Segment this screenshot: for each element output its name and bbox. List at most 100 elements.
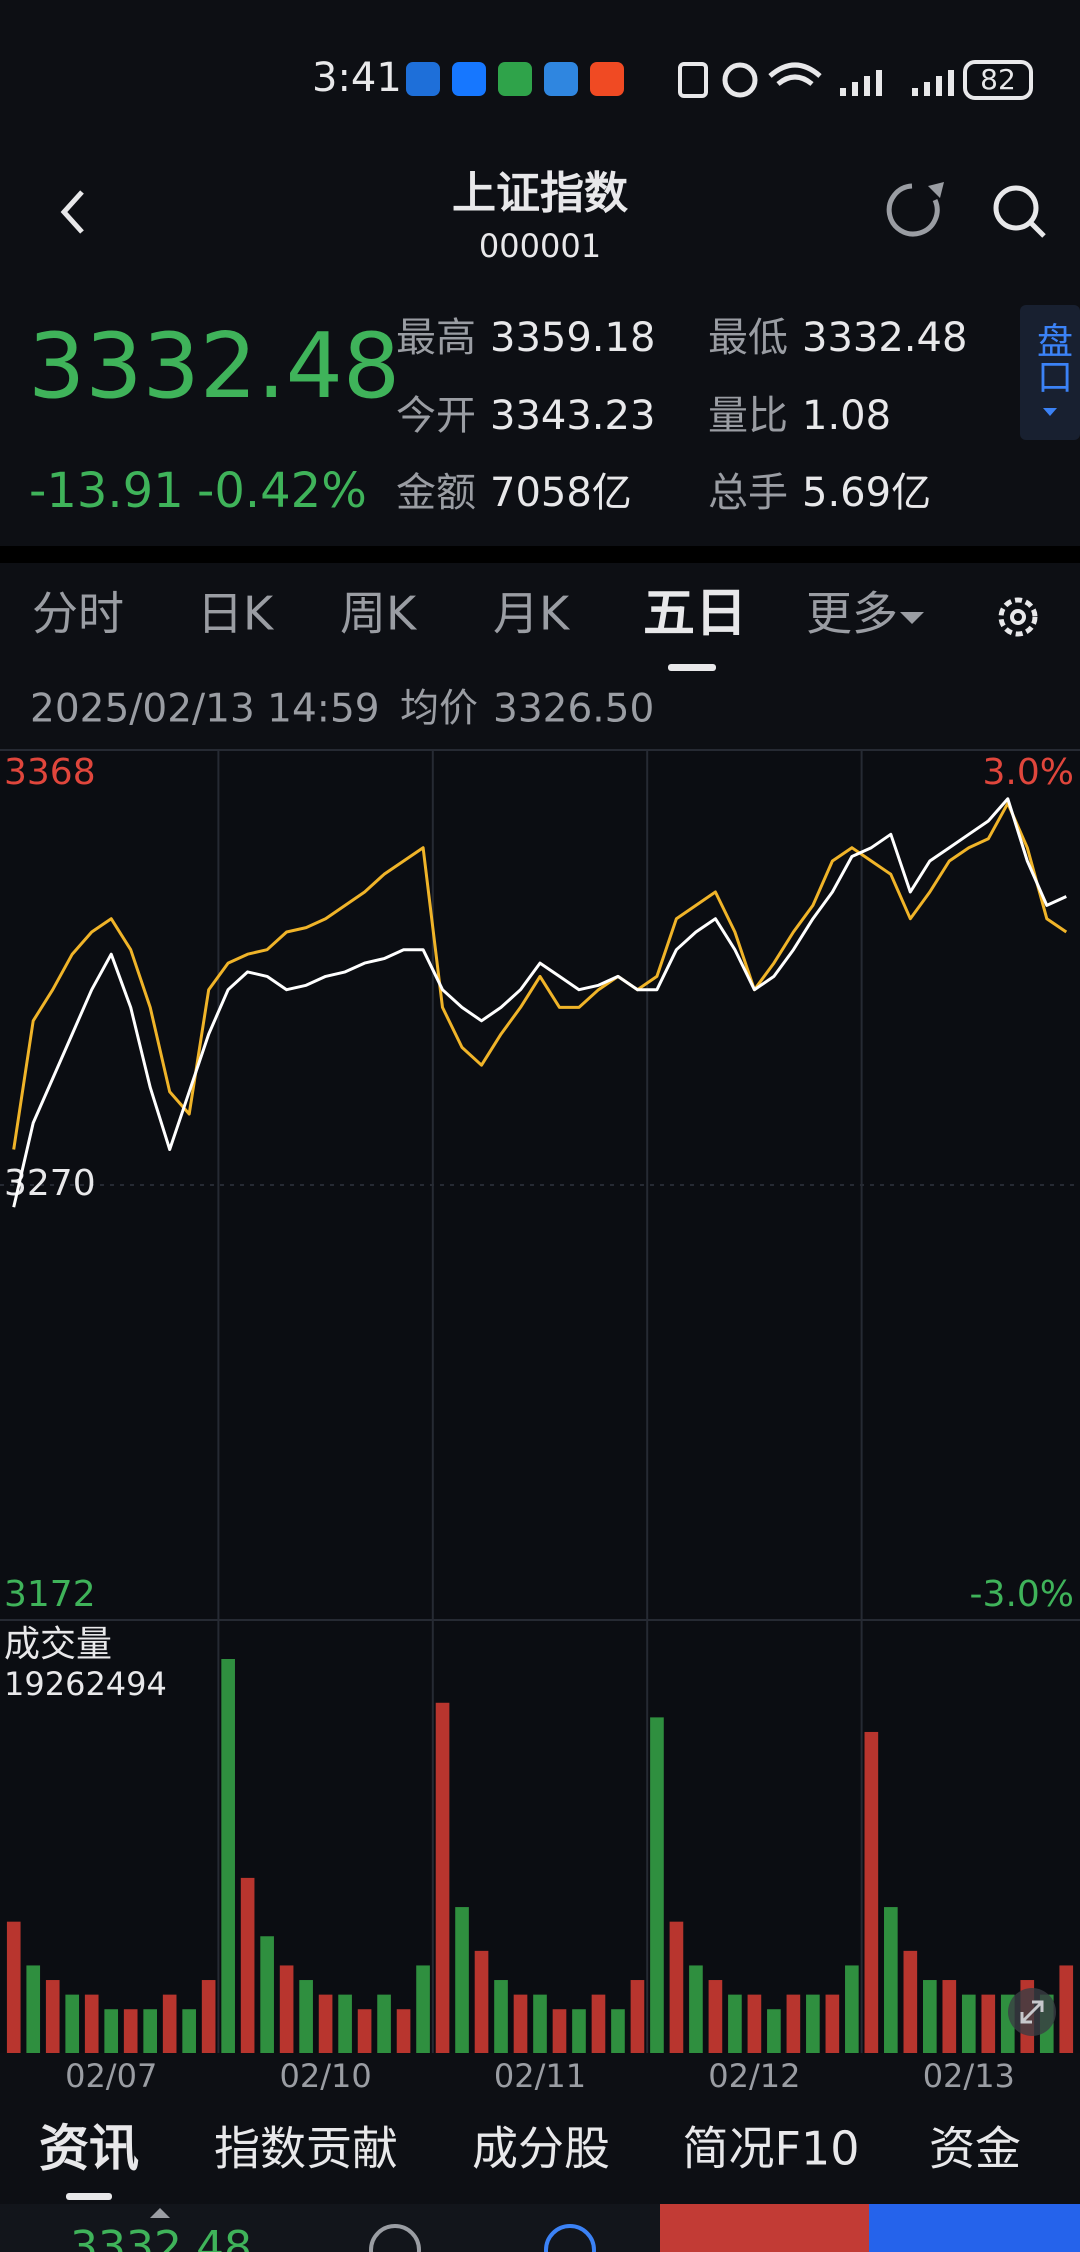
volume-bar <box>494 1980 508 2053</box>
refresh-button[interactable] <box>886 182 944 237</box>
stat-value: 3343.23 <box>490 393 655 439</box>
change-pct: -0.42% <box>197 463 367 519</box>
bottom-tab-bar: 资讯 指数贡献 成分股 简况F10 资金 <box>39 2120 1021 2178</box>
volume-bar <box>1059 1965 1074 2053</box>
volume-bar <box>572 2009 586 2053</box>
volume-bar <box>533 1994 547 2053</box>
bottom-tab-underline <box>66 2193 112 2200</box>
volume-bar <box>182 2009 196 2053</box>
volume-bar <box>65 1994 80 2053</box>
price: 3332.48 <box>28 314 400 419</box>
bottom-icon[interactable] <box>544 2224 596 2252</box>
volume-bar <box>786 1994 801 2053</box>
status-icons <box>406 62 954 98</box>
header-code: 000001 <box>479 227 601 265</box>
separator <box>0 546 1080 563</box>
change: -13.91 <box>29 463 184 519</box>
bottom-bar <box>0 2204 660 2252</box>
volume-bar <box>747 1994 762 2053</box>
volume-bar <box>474 1950 489 2053</box>
bottom-tab[interactable]: 指数贡献 <box>214 2122 398 2176</box>
y-tick-label: 3172 <box>4 1574 96 1615</box>
volume-bar <box>396 2009 411 2053</box>
bottom-tab[interactable]: 成分股 <box>472 2122 610 2176</box>
volume-bar <box>221 1659 235 2053</box>
volume-bar <box>104 2009 119 2053</box>
volume-bar <box>767 2009 781 2053</box>
price-line <box>12 797 1067 1208</box>
tab[interactable]: 周K <box>340 587 418 641</box>
volume-bar <box>455 1907 469 2053</box>
bottom-tab[interactable]: 资讯 <box>39 2120 139 2178</box>
settings-button[interactable] <box>998 597 1038 637</box>
volume-bar <box>630 1980 645 2053</box>
battery <box>963 60 1033 100</box>
volume-bar <box>981 1994 996 2053</box>
stat-label: 今开 <box>396 393 476 439</box>
volume-bar <box>884 1907 898 2053</box>
info-avg-label: 均价 <box>400 687 478 732</box>
price-line <box>12 801 1068 1150</box>
y2-tick-label: 3.0% <box>983 752 1074 793</box>
volume-bar <box>84 1994 99 2053</box>
volume-bar <box>669 1921 684 2053</box>
volume-bar <box>377 1994 391 2053</box>
tab[interactable]: 月K <box>493 587 571 641</box>
volume-bar <box>806 1994 820 2053</box>
x-tick-label: 02/10 <box>279 2057 371 2095</box>
volume-bar <box>728 1994 742 2053</box>
volume-bar <box>942 1980 957 2053</box>
bottom-icon[interactable] <box>369 2224 421 2252</box>
bottom-price: 3332.48 <box>70 2222 252 2252</box>
volume-bar <box>45 1980 60 2053</box>
volume-bar <box>864 1731 879 2053</box>
search-button[interactable] <box>993 185 1046 238</box>
volume-bar <box>922 1980 937 2053</box>
volume-bar <box>143 2009 158 2053</box>
volume-bar <box>845 1965 859 2053</box>
volume-last: 19262494 <box>4 1665 167 1703</box>
volume-bar <box>123 2009 138 2053</box>
stat-value: 3332.48 <box>802 315 967 361</box>
expand-button[interactable] <box>1008 1988 1056 2036</box>
stat-label: 金额 <box>396 470 476 516</box>
tab[interactable]: 分时 <box>32 587 124 641</box>
tab[interactable]: 日K <box>197 587 275 641</box>
volume-bar <box>591 1994 606 2053</box>
volume-bar <box>201 1980 216 2053</box>
volume-bar <box>6 1921 21 2053</box>
stat-label: 量比 <box>708 393 788 439</box>
volume-bar <box>279 1965 294 2053</box>
stat-label: 最低 <box>708 315 788 361</box>
volume-bar <box>416 1965 430 2053</box>
side-tab-arrow <box>1043 408 1057 416</box>
volume-bar <box>26 1965 41 2053</box>
stat-label: 总手 <box>708 470 788 516</box>
volume-bar <box>611 2009 625 2053</box>
volume-bar <box>260 1936 274 2053</box>
back-button[interactable] <box>60 190 84 234</box>
volume-bar <box>903 1950 918 2053</box>
stat-label: 最高 <box>396 315 476 361</box>
volume-bar <box>689 1965 703 2053</box>
volume-bar <box>961 1994 976 2053</box>
tab[interactable]: 五日 <box>643 584 747 644</box>
volume-bar <box>162 1994 177 2053</box>
volume-bar <box>299 1980 313 2053</box>
stat-value: 5.69亿 <box>802 470 931 516</box>
y-tick-label: 3368 <box>4 752 96 793</box>
buy-button[interactable] <box>660 2204 869 2252</box>
side-tab[interactable] <box>1020 305 1080 440</box>
bottom-tab[interactable]: 资金 <box>929 2122 1021 2176</box>
sell-button[interactable] <box>869 2204 1080 2252</box>
tab-underline <box>668 664 716 671</box>
tab[interactable]: 更多 <box>806 587 898 641</box>
volume-bar <box>240 1877 255 2053</box>
volume-bar <box>338 1994 352 2053</box>
info-datetime: 2025/02/13 14:59 <box>30 687 380 732</box>
side-tab-label[interactable]: 盘口 <box>1031 322 1072 394</box>
bottom-tab[interactable]: 简况F10 <box>683 2122 860 2176</box>
chart-area <box>0 750 1080 2053</box>
